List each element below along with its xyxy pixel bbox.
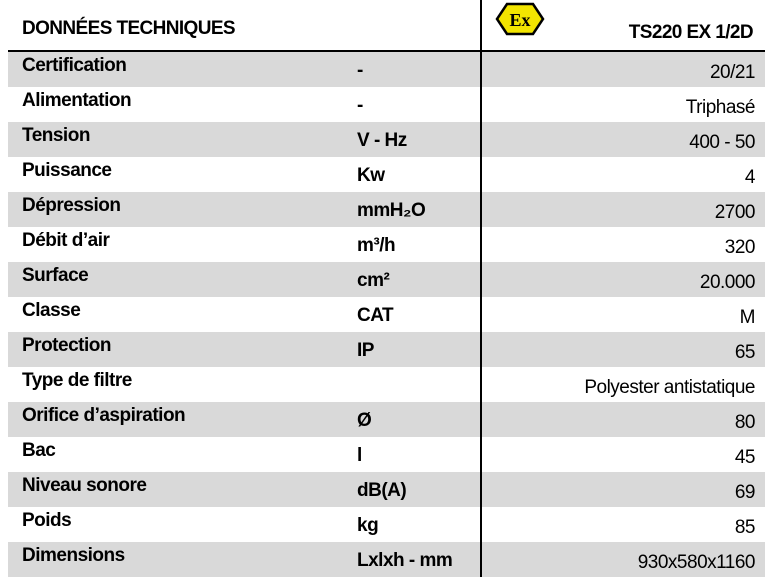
row-value: 80 (734, 412, 756, 433)
table-row: Classe CAT M (8, 297, 765, 332)
row-value: 320 (724, 237, 756, 258)
ex-logo: Ex (495, 2, 545, 36)
row-unit: Lxlxh - mm (357, 550, 453, 571)
row-value: Polyester antistatique (584, 377, 755, 398)
row-unit: Ø (357, 410, 372, 431)
logo-text: Ex (509, 10, 530, 30)
row-label: Poids (22, 510, 72, 531)
row-label: Puissance (22, 160, 112, 181)
row-value: 85 (734, 517, 756, 538)
table-row: Débit d’air m³/h 320 (8, 227, 765, 262)
table-row: Puissance Kw 4 (8, 157, 765, 192)
table-row: Poids kg 85 (8, 507, 765, 542)
table-row: Type de filtre Polyester antistatique (8, 367, 765, 402)
row-unit: mmH₂O (357, 200, 426, 221)
row-label: Bac (22, 440, 56, 461)
table-row: Dépression mmH₂O 2700 (8, 192, 765, 227)
row-label: Classe (22, 300, 81, 321)
row-unit: Kw (357, 165, 385, 186)
table-row: Surface cm² 20.000 (8, 262, 765, 297)
row-value: 2700 (714, 202, 756, 223)
row-value: 20/21 (709, 62, 756, 83)
row-label: Niveau sonore (22, 475, 147, 496)
row-label: Dépression (22, 195, 121, 216)
row-unit: IP (357, 340, 374, 361)
header: DONNÉES TECHNIQUES Ex TS220 EX 1/2D (8, 0, 765, 52)
row-label: Surface (22, 265, 89, 286)
row-value: 20.000 (699, 272, 756, 293)
row-label: Type de filtre (22, 370, 132, 391)
row-value: Triphasé (685, 97, 756, 118)
table-row: Certification - 20/21 (8, 52, 765, 87)
row-unit: V - Hz (357, 130, 407, 151)
table-row: Protection IP 65 (8, 332, 765, 367)
column-divider (480, 0, 482, 577)
row-label: Débit d’air (22, 230, 110, 251)
row-label: Dimensions (22, 545, 125, 566)
row-value: 69 (734, 482, 756, 503)
row-value: 930x580x1160 (637, 552, 756, 573)
row-unit: kg (357, 515, 379, 536)
row-label: Alimentation (22, 90, 132, 111)
row-unit: - (357, 60, 363, 81)
table-row: Bac l 45 (8, 437, 765, 472)
row-unit: CAT (357, 305, 394, 326)
row-value: 65 (734, 342, 756, 363)
table-row: Dimensions Lxlxh - mm 930x580x1160 (8, 542, 765, 577)
row-label: Tension (22, 125, 90, 146)
row-unit: m³/h (357, 235, 396, 256)
row-value: 4 (744, 167, 756, 188)
row-label: Certification (22, 55, 127, 76)
row-label: Orifice d’aspiration (22, 405, 186, 426)
header-title: DONNÉES TECHNIQUES (22, 18, 236, 39)
table-row: Alimentation - Triphasé (8, 87, 765, 122)
row-unit: l (357, 445, 362, 466)
row-value: 400 - 50 (689, 132, 755, 153)
header-model: TS220 EX 1/2D (628, 22, 754, 43)
table-row: Niveau sonore dB(A) 69 (8, 472, 765, 507)
row-value: 45 (734, 447, 756, 468)
row-unit: dB(A) (357, 480, 407, 501)
row-label: Protection (22, 335, 111, 356)
table-row: Tension V - Hz 400 - 50 (8, 122, 765, 157)
row-value: M (739, 307, 756, 328)
row-unit: - (357, 95, 363, 116)
table-row: Orifice d’aspiration Ø 80 (8, 402, 765, 437)
row-unit: cm² (357, 270, 390, 291)
